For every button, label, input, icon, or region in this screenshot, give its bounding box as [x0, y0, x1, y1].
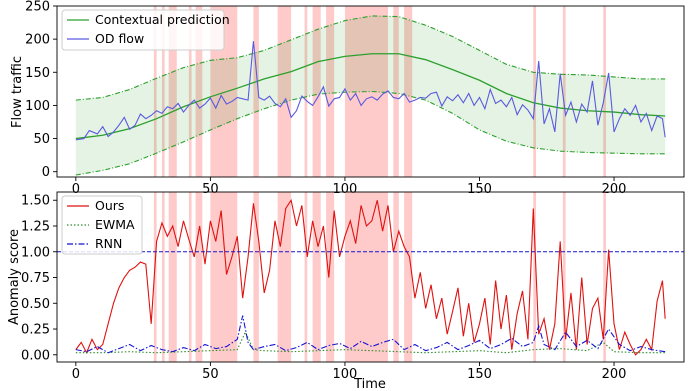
top-anomaly-band-13 [404, 6, 413, 177]
top-ytick-label-0: 0 [42, 165, 50, 180]
top-ytick-label-200: 200 [25, 33, 50, 48]
top-anomaly-band-15 [562, 6, 566, 177]
top-y-axis-label: Flow traffic [10, 56, 25, 128]
series-contextual-prediction-lower [75, 90, 666, 176]
bottom-anomaly-band-2 [168, 192, 177, 362]
top-anomaly-band-16 [603, 6, 606, 177]
bottom-anomaly-band-7 [277, 192, 292, 362]
bottom-anomaly-band-1 [161, 192, 165, 362]
bottom-anomaly-band-0 [153, 192, 157, 362]
series-contextual-prediction-upper [75, 15, 666, 101]
top-anomaly-band-9 [312, 6, 321, 177]
top-ytick-label-50: 50 [33, 132, 50, 147]
bottom-ytick-label-1.25: 1.25 [21, 220, 50, 235]
top-anomaly-band-0 [153, 6, 157, 177]
top-legend-box [61, 9, 225, 51]
top-anomaly-band-8 [304, 6, 308, 177]
bottom-xtick-label-200: 200 [602, 367, 627, 382]
top-axes-frame [56, 5, 685, 178]
bottom-ytick-label-0.00: 0.00 [21, 348, 50, 363]
top-ytick-label-100: 100 [25, 99, 50, 114]
series-ewma-line [75, 330, 666, 354]
top-anomaly-band-7 [277, 6, 292, 177]
bottom-legend-box [61, 195, 143, 255]
top-ytick-label-150: 150 [25, 66, 50, 81]
top-anomaly-band-12 [393, 6, 399, 177]
bottom-xtick-label-50: 50 [202, 367, 219, 382]
top-anomaly-band-6 [253, 6, 259, 177]
bottom-ytick-label-0.75: 0.75 [21, 271, 50, 286]
bottom-axes-frame [56, 191, 685, 363]
bottom-anomaly-band-14 [533, 192, 536, 362]
top-anomaly-band-1 [161, 6, 165, 177]
bottom-ytick-label-1.00: 1.00 [21, 245, 50, 260]
bottom-anomaly-band-13 [404, 192, 413, 362]
top-anomaly-band-3 [188, 6, 192, 177]
bottom-anomaly-band-11 [344, 192, 388, 362]
bottom-ytick-label-1.50: 1.50 [21, 194, 50, 209]
legend-label-ewma: EWMA [95, 217, 135, 232]
series-contextual-prediction-band [75, 15, 666, 176]
top-legend: Contextual prediction OD flow [61, 9, 230, 51]
bottom-axis-ticks: 0 50 100 150 200 0.00 0.25 0.50 0.75 1.00 1.25 1.50 [21, 194, 626, 382]
anomaly-score-panel: 0 50 100 150 200 0.00 0.25 0.50 0.75 1.00 1.25 1.50… [7, 191, 685, 391]
bottom-xtick-label-0: 0 [72, 367, 80, 382]
bottom-anomaly-bands [153, 192, 606, 362]
bottom-x-axis-label: Time [353, 377, 386, 391]
legend-label-contextual-prediction: Contextual prediction [95, 12, 230, 27]
bottom-anomaly-band-9 [312, 192, 321, 362]
bottom-ytick-label-0.50: 0.50 [21, 297, 50, 312]
bottom-ytick-label-0.25: 0.25 [21, 323, 50, 338]
legend-label-rnn: RNN [95, 236, 122, 251]
bottom-anomaly-band-4 [195, 192, 203, 362]
series-od-flow-line [75, 41, 666, 141]
legend-label-od-flow: OD flow [95, 31, 144, 46]
bottom-anomaly-band-15 [562, 192, 566, 362]
top-xtick-label-150: 150 [467, 182, 492, 197]
bottom-plot-area [57, 198, 684, 356]
series-ours-line [75, 198, 666, 356]
bottom-y-axis-label: Anomaly score [7, 229, 22, 325]
top-xtick-label-0: 0 [72, 182, 80, 197]
bottom-anomaly-band-12 [393, 192, 399, 362]
bottom-legend: Ours EWMA RNN [61, 195, 143, 255]
top-ytick-label-250: 250 [25, 0, 50, 15]
top-anomaly-band-10 [326, 6, 335, 177]
bottom-anomaly-band-8 [304, 192, 308, 362]
bottom-anomaly-band-3 [188, 192, 192, 362]
top-plot-area [75, 15, 666, 176]
bottom-anomaly-band-5 [210, 192, 238, 362]
legend-label-ours: Ours [95, 198, 124, 213]
bottom-anomaly-band-6 [253, 192, 259, 362]
series-rnn-line [75, 315, 666, 354]
series-contextual-prediction-line [75, 53, 666, 140]
top-anomaly-bands [153, 6, 606, 177]
bottom-xtick-label-100: 100 [333, 367, 358, 382]
bottom-anomaly-band-16 [603, 192, 606, 362]
top-anomaly-band-14 [533, 6, 536, 177]
bottom-xtick-label-150: 150 [467, 367, 492, 382]
top-xtick-label-200: 200 [602, 182, 627, 197]
bottom-anomaly-band-10 [326, 192, 335, 362]
top-anomaly-band-2 [168, 6, 177, 177]
top-anomaly-band-4 [195, 6, 203, 177]
